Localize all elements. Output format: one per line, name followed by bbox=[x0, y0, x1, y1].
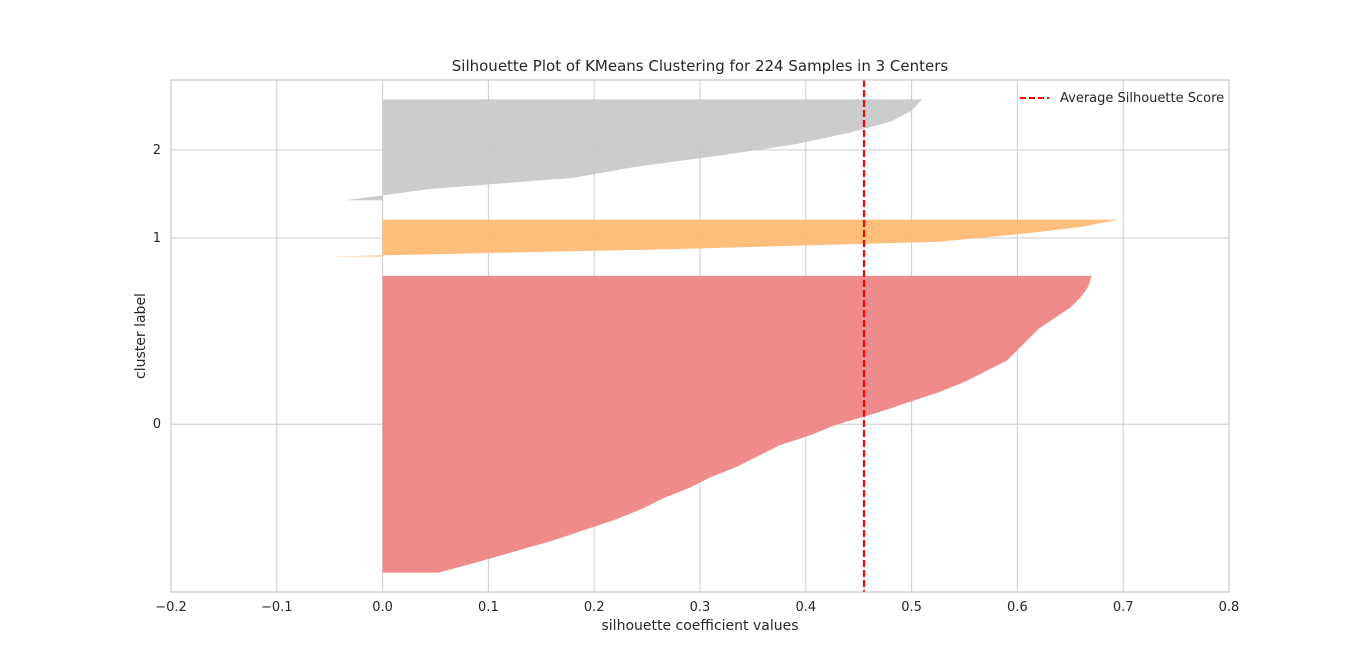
x-tick-labels: −0.2 −0.1 0.0 0.1 0.2 0.3 0.4 0.5 0.6 0.7 0.8 bbox=[155, 600, 1239, 615]
x-tick-label: −0.2 bbox=[155, 600, 187, 615]
y-tick-label: 0 bbox=[153, 417, 161, 432]
x-tick-label: 0.4 bbox=[795, 600, 816, 615]
y-tick-label: 1 bbox=[153, 231, 161, 246]
x-tick-label: 0.3 bbox=[690, 600, 711, 615]
plot-frame bbox=[170, 79, 1230, 593]
x-tick-label: 0.7 bbox=[1113, 600, 1134, 615]
x-tick-label: 0.6 bbox=[1007, 600, 1028, 615]
x-tick-label: 0.5 bbox=[901, 600, 922, 615]
silhouette-area-cluster-0 bbox=[382, 275, 1092, 573]
silhouette-area-cluster-1 bbox=[329, 219, 1118, 257]
silhouette-areas bbox=[329, 99, 1118, 573]
chart-title: Silhouette Plot of KMeans Clustering for… bbox=[452, 57, 949, 75]
x-tick-label: −0.1 bbox=[261, 600, 293, 615]
x-axis-label: silhouette coefficient values bbox=[602, 618, 799, 634]
x-tick-label: 0.8 bbox=[1219, 600, 1240, 615]
x-tick-label: 0.1 bbox=[478, 600, 499, 615]
legend: Average Silhouette Score bbox=[1020, 91, 1224, 106]
silhouette-area-cluster-2 bbox=[345, 99, 923, 201]
y-tick-label: 2 bbox=[153, 143, 161, 158]
legend-label-average-score: Average Silhouette Score bbox=[1060, 91, 1224, 106]
x-tick-label: 0.0 bbox=[372, 600, 393, 615]
y-tick-labels: 0 1 2 bbox=[153, 143, 161, 432]
y-axis-label: cluster label bbox=[133, 293, 149, 379]
x-tick-label: 0.2 bbox=[584, 600, 605, 615]
